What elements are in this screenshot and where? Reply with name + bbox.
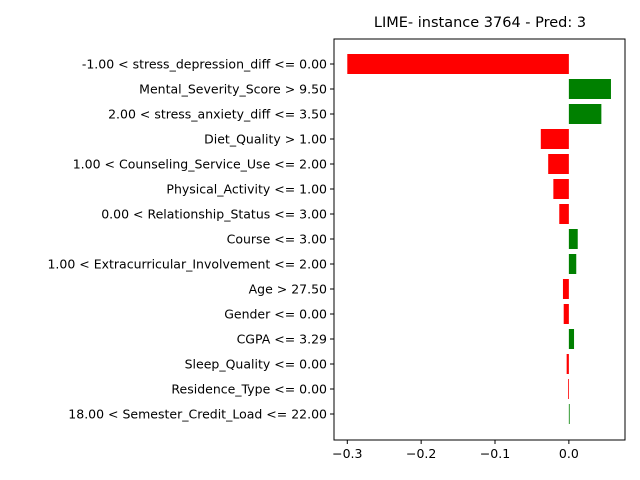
- x-tick-label: −0.3: [332, 446, 362, 461]
- bar-7: [568, 229, 578, 249]
- chart-title: LIME- instance 3764 - Pred: 3: [374, 15, 586, 31]
- y-tick-label: Mental_Severity_Score > 9.50: [139, 82, 327, 97]
- y-tick-label: Residence_Type <= 0.00: [171, 382, 327, 397]
- y-tick-label: CGPA <= 3.29: [237, 332, 327, 347]
- bar-0: [347, 54, 569, 74]
- y-tick-label: Gender <= 0.00: [224, 307, 327, 322]
- bar-10: [563, 304, 569, 324]
- bar-8: [568, 254, 577, 274]
- y-tick-label: 18.00 < Semester_Credit_Load <= 22.00: [68, 407, 327, 422]
- x-axis-ticks: −0.3 −0.2 −0.1 0.0: [332, 440, 579, 461]
- y-tick-label: Course <= 3.00: [227, 232, 327, 247]
- y-tick-label: Sleep_Quality <= 0.00: [185, 357, 327, 372]
- bar-5: [553, 179, 569, 199]
- bar-14: [568, 404, 570, 424]
- bar-12: [566, 354, 569, 374]
- bar-1: [568, 79, 611, 99]
- bar-6: [559, 204, 569, 224]
- x-tick-label: −0.1: [480, 446, 510, 461]
- bars-layer: [347, 54, 611, 424]
- plot-frame: [333, 38, 626, 441]
- bar-11: [568, 329, 575, 349]
- y-tick-label: 1.00 < Counseling_Service_Use <= 2.00: [73, 157, 327, 172]
- x-tick-label: 0.0: [559, 446, 579, 461]
- x-tick-label: −0.2: [406, 446, 436, 461]
- bar-13: [568, 379, 569, 399]
- y-tick-label: 2.00 < stress_anxiety_diff <= 3.50: [108, 107, 327, 122]
- y-tick-label: Physical_Activity <= 1.00: [166, 182, 327, 197]
- y-tick-label: 0.00 < Relationship_Status <= 3.00: [101, 207, 327, 222]
- y-tick-label: -1.00 < stress_depression_diff <= 0.00: [82, 57, 327, 72]
- y-tick-labels: -1.00 < stress_depression_diff <= 0.00 Me…: [47, 57, 334, 422]
- bar-3: [540, 129, 569, 149]
- bar-4: [548, 154, 569, 174]
- y-tick-label: 1.00 < Extracurricular_Involvement <= 2.…: [47, 257, 327, 272]
- y-tick-label: Diet_Quality > 1.00: [204, 132, 327, 147]
- bar-9: [562, 279, 569, 299]
- bar-2: [568, 104, 602, 124]
- y-tick-label: Age > 27.50: [249, 282, 327, 297]
